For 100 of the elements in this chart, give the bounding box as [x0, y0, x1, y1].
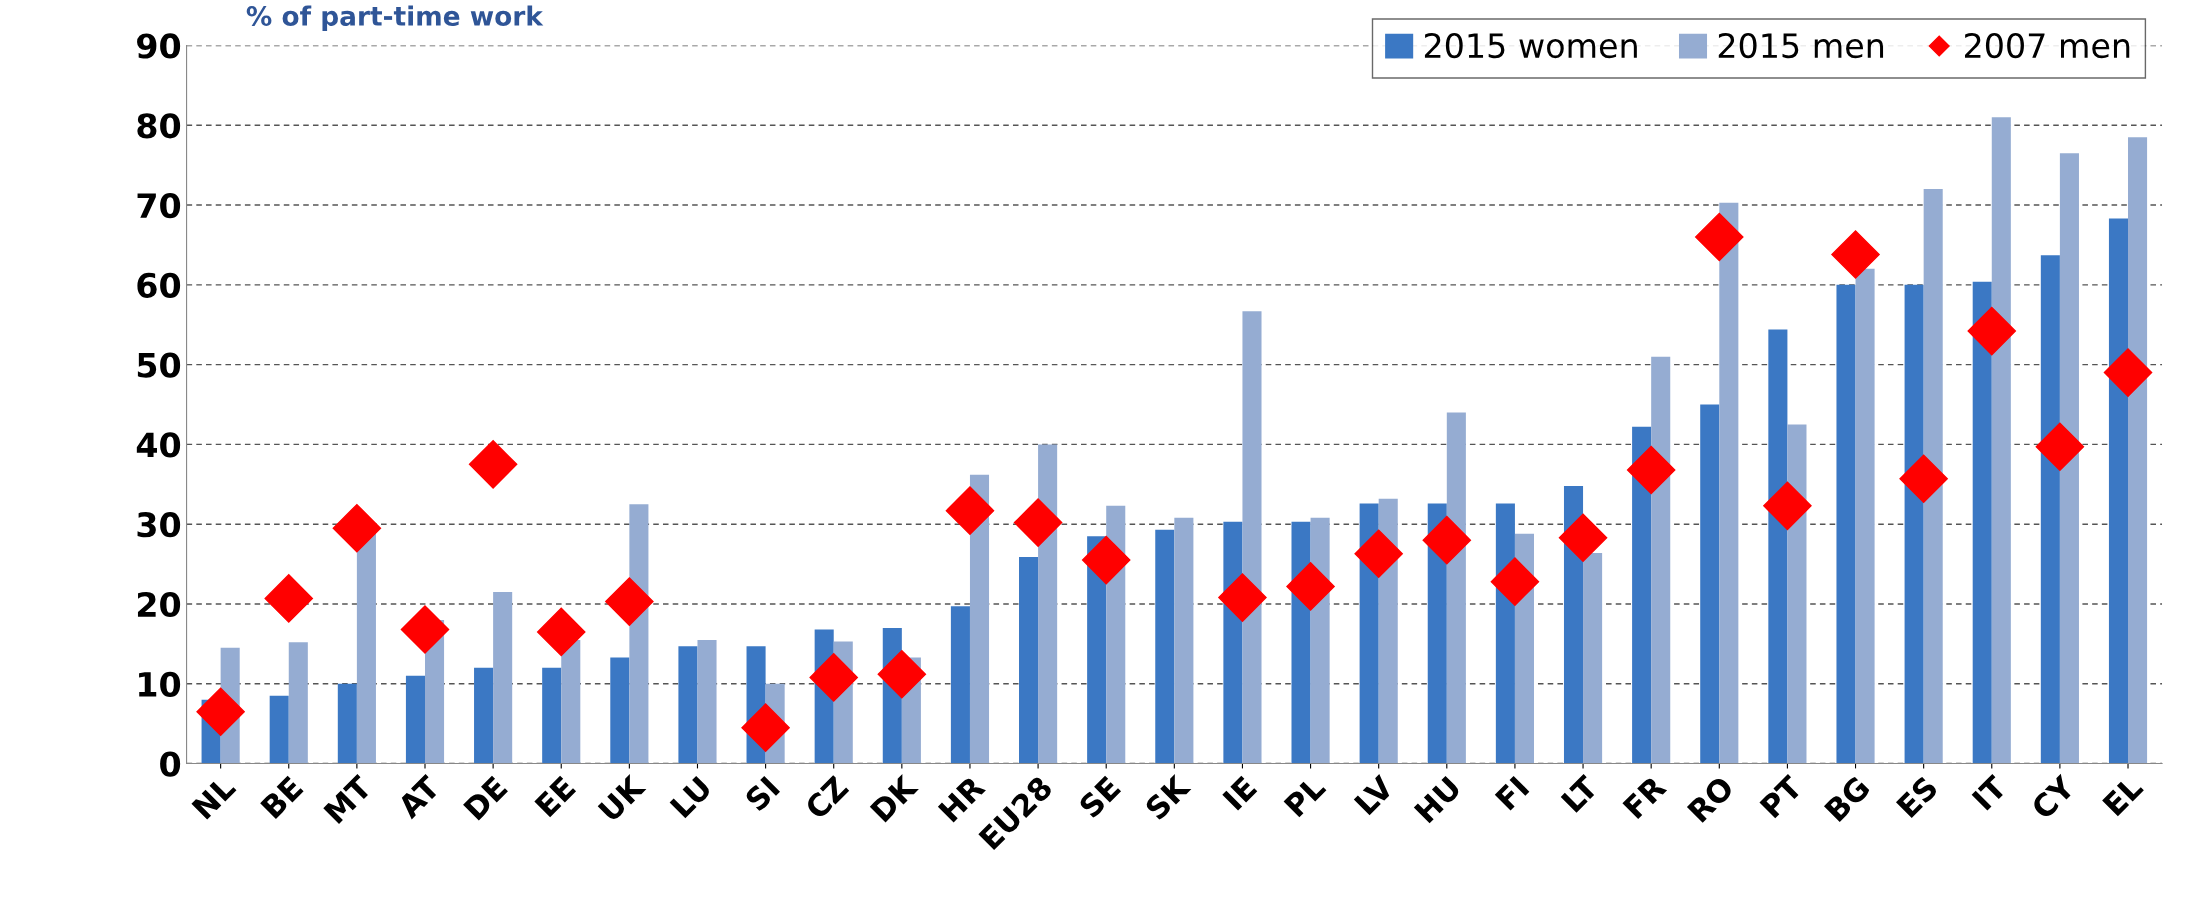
- point: [1831, 230, 1880, 279]
- y-tick-label: 10: [139, 671, 181, 697]
- y-tick-label: 30: [137, 512, 181, 538]
- x-tick-label: NL: [191, 774, 237, 820]
- point: [1490, 557, 1540, 606]
- x-tick-label: DK: [869, 773, 919, 823]
- x-tick-label: EL: [2102, 774, 2144, 817]
- bar: [2059, 153, 2079, 764]
- bar: [950, 606, 970, 764]
- point: [400, 605, 450, 654]
- x-tick-label: DE: [463, 775, 508, 821]
- bar: [1719, 202, 1739, 764]
- bar: [2128, 137, 2148, 764]
- legend-label: 2007 men: [1964, 32, 2130, 59]
- point: [605, 577, 654, 626]
- point: [332, 503, 382, 553]
- bar: [610, 657, 630, 764]
- bar: [493, 592, 513, 764]
- bar: [678, 646, 698, 764]
- point: [877, 649, 927, 699]
- x-tick-label: EE: [534, 775, 577, 818]
- bar: [1019, 556, 1039, 764]
- point: [741, 703, 790, 752]
- x-tick-label: SE: [1077, 775, 1122, 819]
- bar: [1700, 404, 1720, 764]
- point: [1626, 445, 1676, 495]
- bar: [1923, 189, 1943, 764]
- y-tick-label: 90: [137, 33, 181, 59]
- x-tick-label: IT: [1971, 774, 2009, 811]
- bar: [1972, 281, 1992, 764]
- point: [1013, 498, 1063, 547]
- y-tick-label: 80: [137, 113, 181, 139]
- bar: [561, 639, 581, 764]
- y-tick-label: 60: [137, 272, 181, 298]
- x-tick-label: SK: [1143, 773, 1192, 821]
- bar: [405, 675, 425, 764]
- bar: [1836, 284, 1856, 764]
- x-tick-label: ES: [1895, 775, 1939, 819]
- bar: [1904, 284, 1924, 764]
- bar: [1991, 117, 2011, 764]
- x-tick-label: HU: [1413, 775, 1462, 824]
- x-tick-label: PL: [1283, 774, 1327, 818]
- x-tick-label: LT: [1560, 774, 1600, 813]
- bar: [1242, 311, 1262, 764]
- x-tick-label: LU: [669, 775, 713, 819]
- legend-label: 2015 women: [1424, 32, 1637, 59]
- bar: [1174, 517, 1194, 764]
- bar: [1155, 529, 1175, 764]
- y-tick-label: 40: [136, 432, 181, 458]
- bar: [1583, 552, 1603, 764]
- legend-label: 2015 men: [1718, 32, 1884, 59]
- bar: [2108, 218, 2129, 764]
- point: [1558, 513, 1608, 563]
- bar: [474, 667, 494, 764]
- point: [468, 440, 518, 489]
- bar: [1038, 444, 1058, 764]
- point: [1422, 515, 1472, 565]
- x-tick-label: FR: [1622, 774, 1668, 820]
- x-tick-label: FI: [1494, 775, 1530, 811]
- bar: [1768, 329, 1788, 764]
- point: [1286, 562, 1335, 611]
- bar: [1651, 356, 1671, 764]
- bar: [1787, 424, 1807, 764]
- bar: [697, 639, 717, 764]
- x-tick-label: RO: [1686, 774, 1735, 824]
- point: [1899, 454, 1948, 503]
- point: [1081, 535, 1131, 585]
- point: [536, 607, 586, 657]
- point: [945, 486, 995, 535]
- y-axis-title: % of part-time work: [246, 5, 544, 32]
- y-tick-label: 0: [160, 751, 181, 777]
- point: [1354, 529, 1403, 578]
- bar: [1632, 426, 1652, 764]
- bar: [337, 683, 357, 764]
- bar: [542, 667, 562, 764]
- point: [264, 574, 314, 623]
- x-tick-label: IE: [1222, 775, 1258, 811]
- y-tick-label: 20: [137, 591, 181, 618]
- point: [2103, 348, 2153, 397]
- y-tick-label: 50: [137, 352, 181, 378]
- bar: [269, 695, 289, 764]
- point: [1218, 573, 1267, 622]
- x-tick-label: PT: [1759, 774, 1804, 819]
- point: [1695, 212, 1744, 262]
- x-tick-label: MT: [323, 774, 374, 824]
- x-tick-label: CY: [2029, 773, 2077, 821]
- x-tick-label: LV: [1353, 774, 1395, 816]
- point: [2035, 422, 2085, 472]
- y-tick-label: 70: [137, 192, 181, 219]
- x-tick-label: AT: [395, 774, 442, 820]
- x-tick-label: UK: [597, 773, 647, 823]
- bar: [2040, 255, 2060, 764]
- point: [196, 687, 245, 736]
- x-tick-label: SI: [743, 775, 781, 813]
- point: [1967, 306, 2017, 356]
- bar: [1855, 268, 1875, 764]
- point: [809, 653, 858, 702]
- x-tick-label: BE: [260, 775, 304, 819]
- x-tick-label: BG: [1823, 775, 1871, 823]
- point: [1763, 481, 1812, 531]
